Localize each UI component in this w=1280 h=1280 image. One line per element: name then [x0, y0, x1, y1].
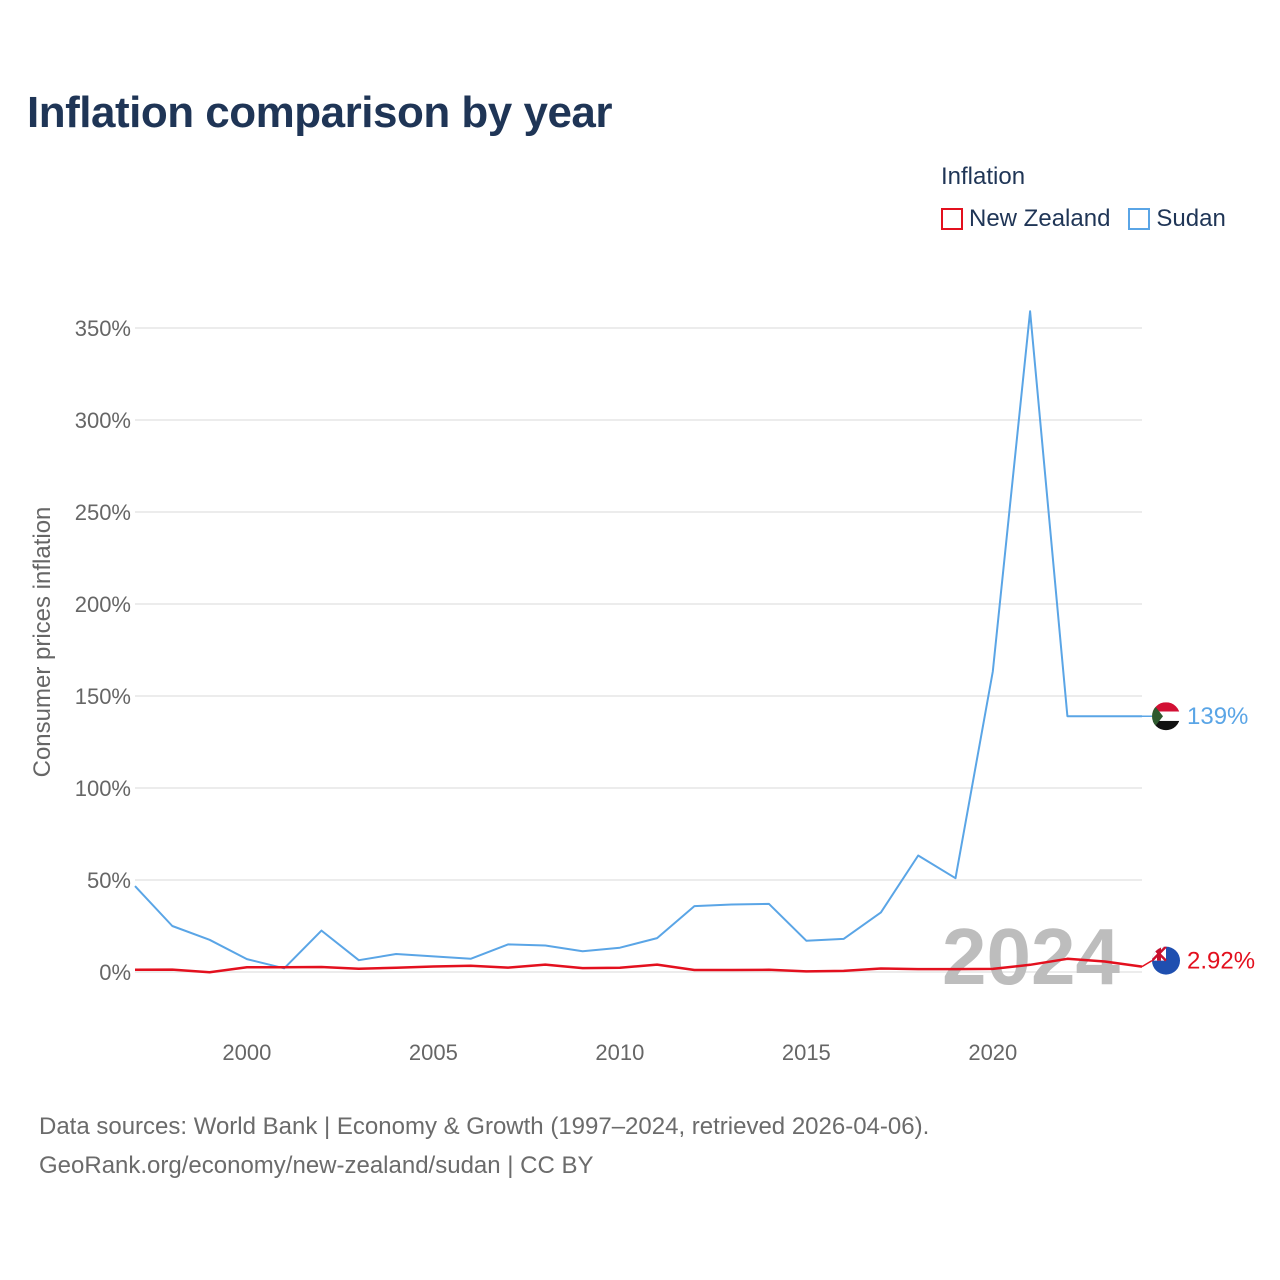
footer-link[interactable]: GeoRank.org/economy/new-zealand/sudan | … [39, 1152, 594, 1179]
x-tick-labels: 2000 2005 2010 2015 2020 [222, 1040, 1017, 1065]
legend-label-sudan: Sudan [1156, 205, 1226, 232]
x-tick-label: 2020 [968, 1040, 1017, 1065]
new-zealand-flag-icon [1152, 946, 1180, 975]
x-tick-label: 2000 [222, 1040, 271, 1065]
y-axis-label: Consumer prices inflation [29, 507, 56, 778]
chart-title: Inflation comparison by year [27, 88, 613, 137]
legend-swatch-new-zealand [941, 208, 963, 230]
end-label-sudan: 139% [1187, 703, 1248, 730]
x-tick-label: 2005 [409, 1040, 458, 1065]
y-tick-label: 0% [99, 960, 131, 985]
end-markers: 139% 2.92% [1141, 702, 1255, 975]
gridlines [135, 327, 1142, 973]
footer-sources: Data sources: World Bank | Economy & Gro… [39, 1113, 930, 1140]
chart-area: Consumer prices inflation 0% 50% 100% 150% 2… [29, 310, 1255, 1065]
y-tick-label: 250% [75, 500, 131, 525]
y-tick-label: 300% [75, 408, 131, 433]
series-lines [134, 310, 1143, 974]
x-tick-label: 2010 [595, 1040, 644, 1065]
legend: New Zealand Sudan [941, 205, 1226, 233]
y-tick-label: 50% [87, 868, 131, 893]
footer: Data sources: World Bank | Economy & Gro… [39, 1107, 929, 1185]
y-tick-label: 100% [75, 776, 131, 801]
legend-label-new-zealand: New Zealand [969, 205, 1111, 232]
x-tick-label: 2015 [782, 1040, 831, 1065]
y-tick-label: 150% [75, 684, 131, 709]
year-watermark: 2024 [942, 912, 1120, 1001]
end-connector [1141, 959, 1153, 968]
y-tick-label: 200% [75, 592, 131, 617]
series-line-new-zealand [134, 957, 1143, 974]
legend-swatch-sudan [1128, 208, 1151, 230]
sudan-flag-icon [1152, 702, 1180, 731]
legend-title: Inflation [941, 163, 1026, 190]
y-tick-labels: 0% 50% 100% 150% 200% 250% 300% 350% [75, 316, 131, 985]
series-line-sudan [134, 310, 1142, 970]
legend-item-new-zealand[interactable]: New Zealand [941, 205, 1110, 233]
y-tick-label: 350% [75, 316, 131, 341]
legend-item-sudan[interactable]: Sudan [1128, 205, 1226, 233]
end-label-new-zealand: 2.92% [1187, 948, 1255, 975]
